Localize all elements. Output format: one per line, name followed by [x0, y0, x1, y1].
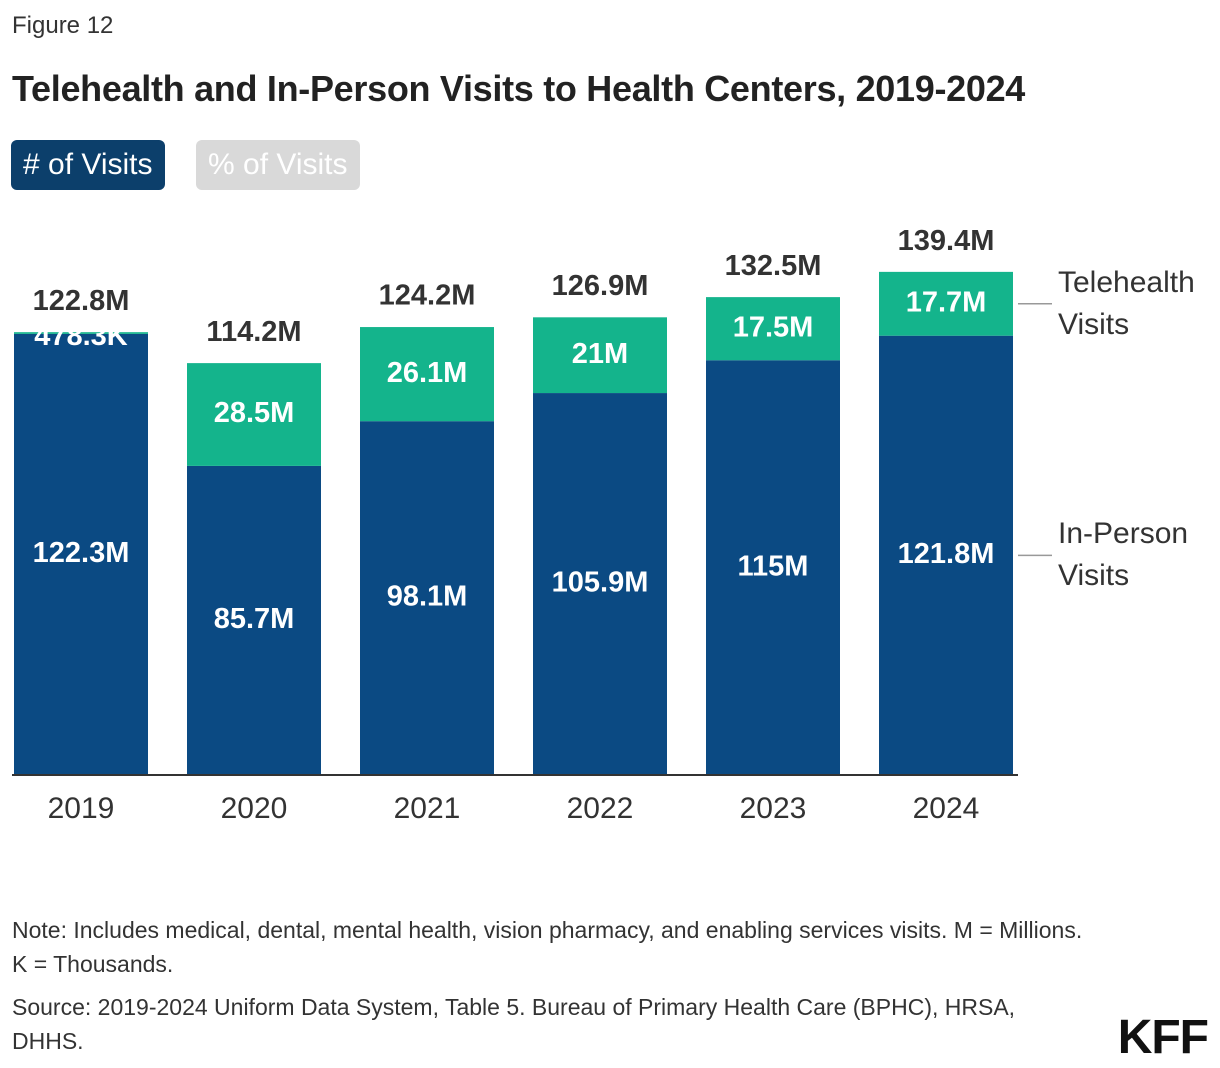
value-label: 17.7M: [906, 286, 987, 318]
bar-segment: [706, 360, 840, 775]
chart: 122.3M 85.7M 98.1M 105.9M 115M 121.8M 478.3K 28…: [12, 225, 1052, 825]
bar-segment: [706, 297, 840, 361]
value-label: 28.5M: [214, 397, 295, 429]
value-label: 115M: [738, 550, 809, 582]
source: Source: 2019-2024 Uniform Data System, T…: [12, 994, 1016, 1054]
chart-title: Telehealth and In-Person Visits to Healt…: [12, 68, 1026, 109]
bar-segment: [187, 363, 321, 466]
bar-segment: [533, 393, 667, 775]
tab[interactable]: % of Visits: [196, 140, 360, 190]
legend-label: Telehealth Visits: [1058, 265, 1195, 341]
total-label: 132.5M: [725, 250, 822, 282]
total-label: 126.9M: [552, 270, 649, 302]
total-label: 124.2M: [379, 280, 476, 312]
value-label: 21M: [572, 338, 628, 370]
bar-segment: [14, 333, 148, 775]
x-tick-label: 2019: [48, 792, 115, 825]
x-tick-label: 2020: [221, 792, 288, 825]
x-tick-label: 2023: [740, 792, 807, 825]
value-label: 85.7M: [214, 603, 295, 635]
bar-segment: [360, 421, 494, 775]
value-label: 26.1M: [387, 357, 468, 389]
bar-segment: [879, 335, 1013, 775]
figure-label: Figure 12: [12, 12, 114, 39]
x-tick-label: 2022: [567, 792, 634, 825]
value-label: 98.1M: [387, 581, 468, 613]
value-label: 122.3M: [33, 537, 130, 569]
bar-segment: [14, 332, 148, 334]
x-tick-label: 2021: [394, 792, 461, 825]
total-label: 122.8M: [33, 285, 130, 317]
value-label: 17.5M: [733, 311, 814, 343]
bar-segment: [187, 465, 321, 775]
x-tick-label: 2024: [913, 792, 980, 825]
total-label: 139.4M: [898, 225, 995, 257]
logo: KFF: [1117, 1011, 1209, 1064]
bar-segment: [360, 327, 494, 422]
bar-segment: [879, 271, 1013, 336]
note: Note: Includes medical, dental, mental h…: [12, 917, 1083, 977]
tab-active[interactable]: # of Visits: [11, 140, 165, 190]
legend-label: In-Person Visits: [1058, 517, 1189, 593]
value-label: 478.3K: [34, 320, 128, 352]
value-label: 121.8M: [898, 538, 995, 570]
bar-segment: [533, 317, 667, 394]
total-label: 114.2M: [206, 316, 301, 348]
value-label: 105.9M: [552, 567, 649, 599]
